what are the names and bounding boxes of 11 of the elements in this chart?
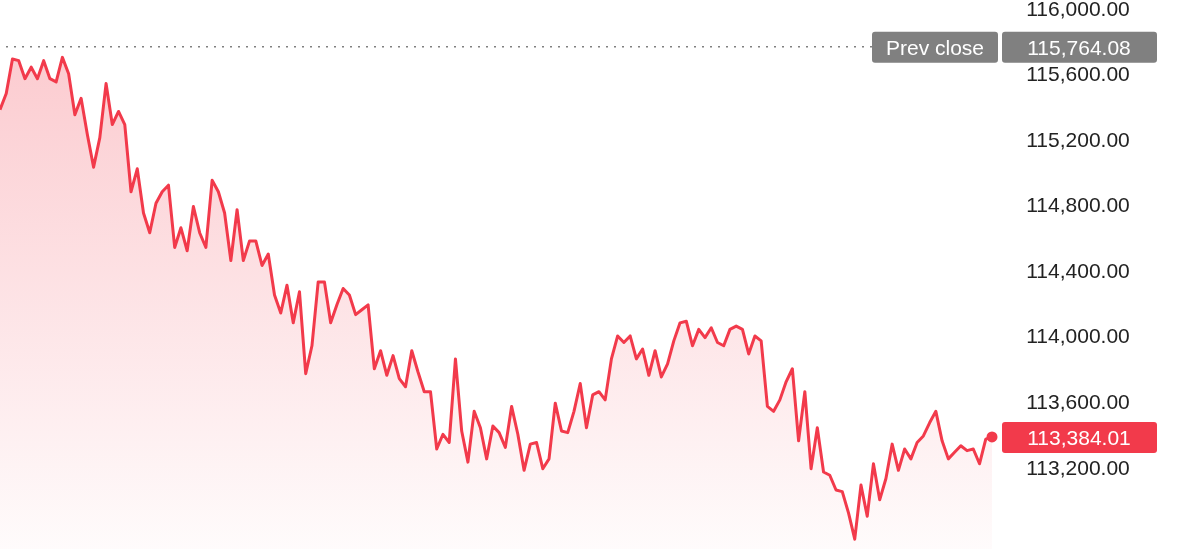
- text: 115,764.08: [1027, 35, 1131, 59]
- y-tick-label: 114,000.00: [1026, 324, 1130, 348]
- y-tick-label: 113,600.00: [1026, 389, 1130, 413]
- y-tick-label: 114,400.00: [1026, 258, 1130, 282]
- y-tick-label: 116,000.00: [1026, 0, 1130, 20]
- y-tick-label: 114,800.00: [1026, 193, 1130, 217]
- ref-line-label: Prev close: [885, 35, 985, 59]
- y-tick-label: 113,200.00: [1026, 455, 1130, 479]
- y-tick-label: 115,200.00: [1026, 127, 1130, 151]
- y-tick-label: 115,600.00: [1026, 62, 1130, 86]
- data-label: 113,384.01: [1027, 425, 1131, 449]
